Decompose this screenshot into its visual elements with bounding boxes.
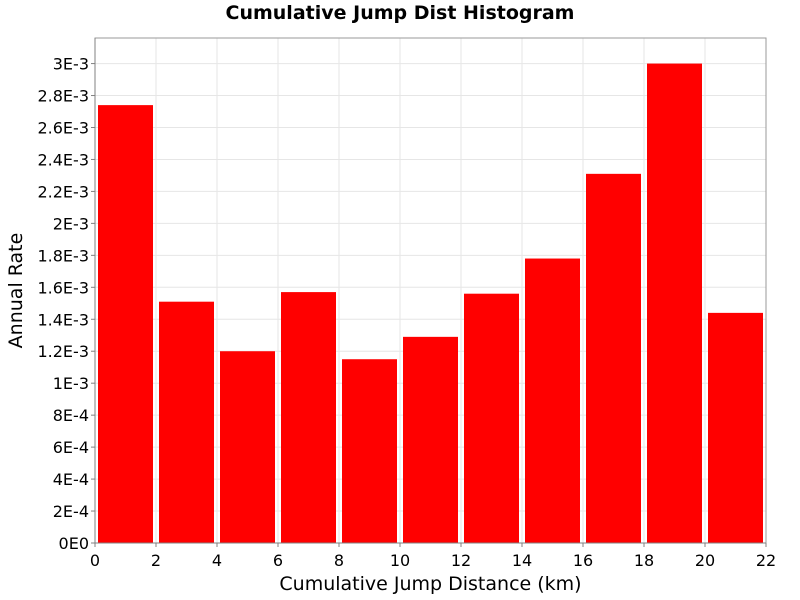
y-tick-label: 6E-4 [53,438,89,457]
x-tick-label: 16 [573,551,593,570]
histogram-bar [342,359,397,543]
histogram-bar [647,63,702,544]
y-tick-label: 2E-4 [53,502,89,521]
histogram-bar [403,336,458,543]
histogram-bar [281,292,336,543]
y-tick-label: 2.8E-3 [37,87,89,106]
x-axis-label: Cumulative Jump Distance (km) [279,573,581,595]
x-tick-label: 6 [273,551,283,570]
histogram-bar [159,301,214,543]
x-tick-label: 10 [390,551,410,570]
y-tick-label: 0E0 [59,534,89,553]
y-tick-label: 2.2E-3 [37,182,89,201]
y-tick-labels: 0E0 2E-4 4E-4 6E-4 8E-4 1E-3 1.2E-3 1.4E-3 1.6E-… [37,55,89,553]
histogram-bar [586,173,641,543]
histogram-bar [525,258,580,543]
y-tick-label: 4E-4 [53,470,89,489]
histogram-bar [464,293,519,543]
x-tick-label: 20 [695,551,715,570]
y-tick-label: 1.2E-3 [37,342,89,361]
chart-title: Cumulative Jump Dist Histogram [225,2,575,24]
y-tick-label: 1.6E-3 [37,278,89,297]
y-tick-label: 1E-3 [53,374,89,393]
y-tick-label: 2E-3 [53,214,89,233]
x-tick-label: 8 [334,551,344,570]
x-tick-label: 0 [90,551,100,570]
histogram-bar [220,351,275,543]
histogram-bar [708,312,763,543]
x-tick-label: 18 [634,551,654,570]
bars [98,63,763,544]
x-tick-label: 4 [212,551,222,570]
y-tick-label: 8E-4 [53,406,89,425]
y-tick-label: 1.4E-3 [37,310,89,329]
y-tick-label: 3E-3 [53,55,89,74]
x-tick-label: 12 [451,551,471,570]
histogram-bar [98,105,153,544]
axes [91,38,767,547]
x-tick-labels: 0 2 4 6 8 10 12 14 16 18 20 22 [90,551,776,570]
y-tick-label: 2.6E-3 [37,118,89,137]
x-tick-label: 14 [512,551,532,570]
x-tick-label: 2 [151,551,161,570]
y-tick-label: 2.4E-3 [37,150,89,169]
y-axis-label: Annual Rate [5,233,27,349]
y-tick-label: 1.8E-3 [37,246,89,265]
x-tick-label: 22 [756,551,776,570]
